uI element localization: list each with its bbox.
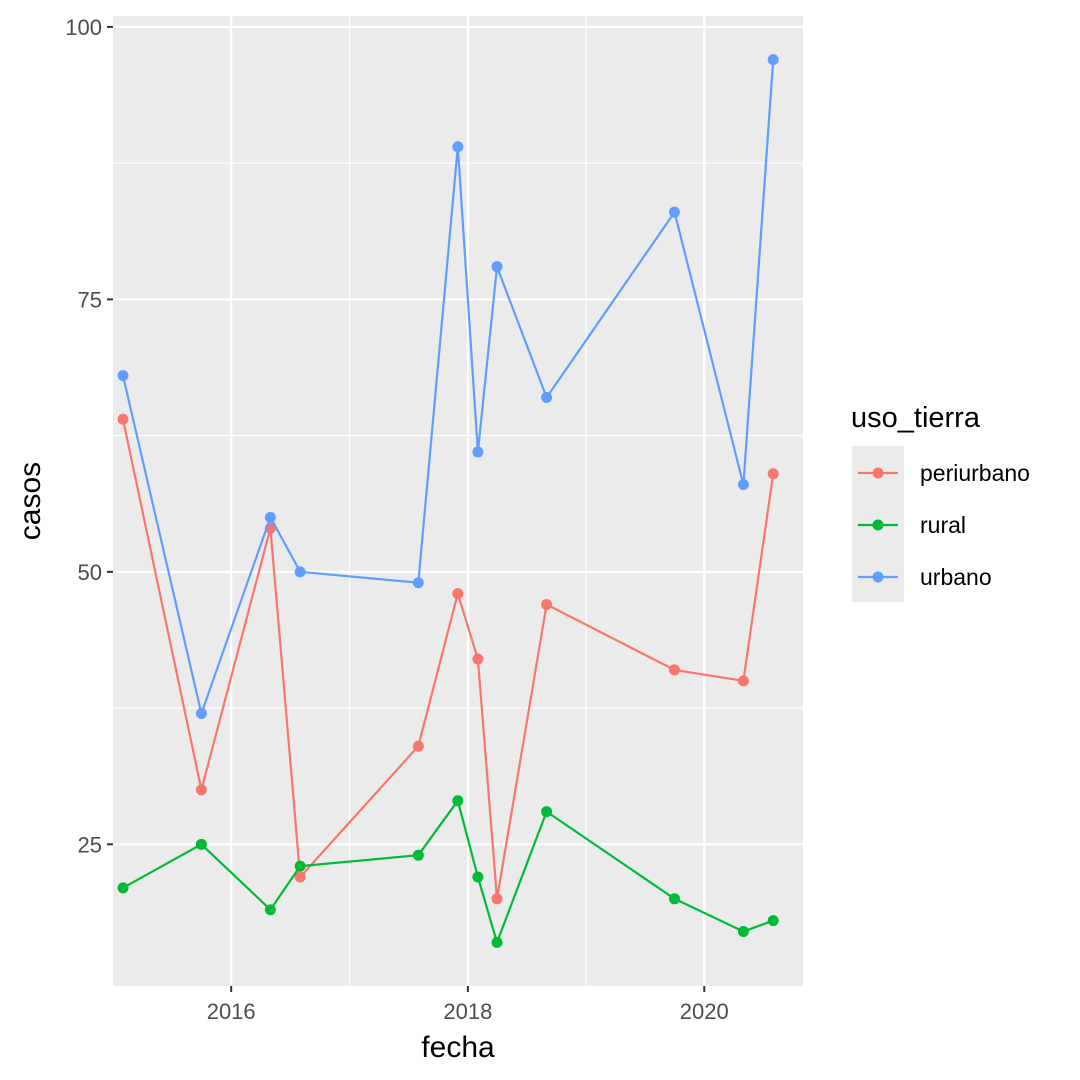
data-point-urbano: [412, 577, 424, 589]
data-point-urbano: [264, 511, 276, 523]
data-point-rural: [294, 860, 306, 872]
data-point-rural: [117, 882, 129, 894]
y-tick-label: 100: [65, 15, 102, 40]
data-point-periurbano: [668, 664, 680, 676]
y-tick-label: 25: [78, 832, 102, 857]
series-periurbano: [117, 413, 779, 905]
legend-key-point: [872, 571, 884, 583]
series-layer: [117, 54, 779, 948]
data-point-rural: [412, 849, 424, 861]
legend-key-point: [872, 519, 884, 531]
data-point-urbano: [294, 566, 306, 578]
data-point-urbano: [767, 54, 779, 66]
data-point-periurbano: [472, 653, 484, 665]
data-point-rural: [264, 904, 276, 916]
data-point-periurbano: [767, 468, 779, 480]
data-point-urbano: [737, 479, 749, 491]
data-point-rural: [491, 936, 503, 948]
data-point-periurbano: [452, 588, 464, 600]
legend-items: periurbano rural urbano: [858, 460, 1030, 590]
legend-item-periurbano: periurbano: [858, 460, 1030, 486]
x-tick-label: 2018: [443, 999, 492, 1024]
data-point-urbano: [491, 261, 503, 273]
y-axis-title: casos: [14, 462, 47, 540]
x-tick-label: 2020: [680, 999, 729, 1024]
data-point-urbano: [668, 206, 680, 218]
data-point-rural: [452, 795, 464, 807]
legend-title: uso_tierra: [851, 402, 981, 434]
data-point-urbano: [472, 446, 484, 458]
axes: 25 50 75 100 2016 2018 2020: [65, 15, 728, 1024]
series-rural: [117, 795, 779, 948]
data-point-urbano: [452, 141, 464, 153]
y-tick-label: 75: [78, 287, 102, 312]
grid: [113, 16, 803, 986]
data-point-rural: [668, 893, 680, 905]
legend-label: urbano: [920, 564, 992, 590]
x-axis-title: fecha: [421, 1031, 495, 1064]
y-tick-label: 50: [78, 560, 102, 585]
legend-item-urbano: urbano: [858, 564, 992, 590]
data-point-periurbano: [294, 871, 306, 883]
series-line-rural: [122, 799, 774, 944]
series-line-periurbano: [121, 419, 775, 900]
data-point-periurbano: [195, 784, 207, 796]
data-point-rural: [195, 838, 207, 850]
panel-background: [113, 16, 803, 986]
data-point-periurbano: [737, 675, 749, 687]
series-line-urbano: [121, 59, 775, 715]
data-point-periurbano: [412, 740, 424, 752]
legend-key-point: [872, 467, 884, 479]
data-point-rural: [472, 871, 484, 883]
data-point-urbano: [541, 391, 553, 403]
legend-label: periurbano: [920, 460, 1030, 486]
data-point-periurbano: [117, 413, 129, 425]
data-point-rural: [541, 806, 553, 818]
legend-item-rural: rural: [858, 512, 966, 538]
data-point-rural: [767, 915, 779, 927]
x-tick-label: 2016: [207, 999, 256, 1024]
data-point-periurbano: [541, 599, 553, 611]
data-point-urbano: [117, 370, 129, 382]
legend: uso_tierra periurbano rural urbano: [851, 402, 1030, 602]
data-point-urbano: [195, 708, 207, 720]
legend-label: rural: [920, 512, 966, 538]
series-urbano: [117, 54, 779, 720]
data-point-periurbano: [491, 893, 503, 905]
data-point-rural: [737, 926, 749, 938]
